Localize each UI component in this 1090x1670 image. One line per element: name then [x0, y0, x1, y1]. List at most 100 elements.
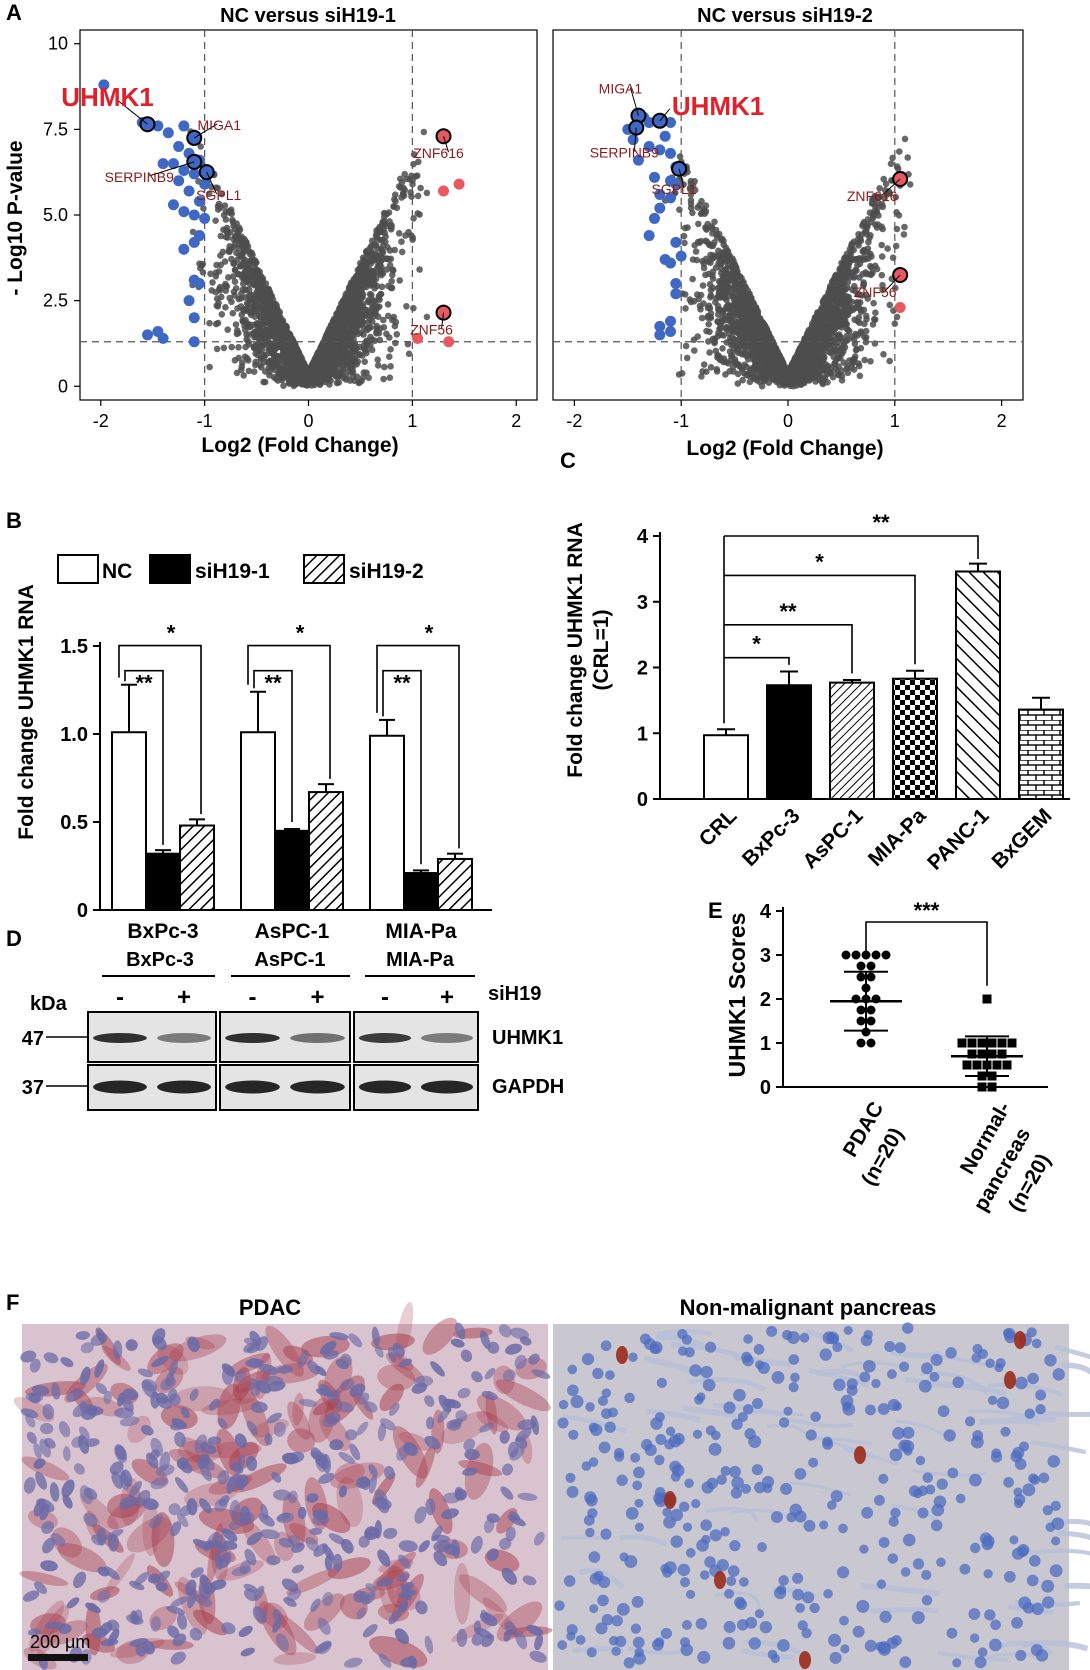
volcano-point: [387, 226, 395, 233]
volcano-point: [238, 311, 245, 319]
volcano-point: [217, 232, 225, 240]
volcano-point: [214, 303, 222, 310]
volcano-point: [361, 280, 368, 287]
volcano-point: [711, 335, 719, 342]
volcano-point: [297, 362, 304, 370]
volcano-point: [234, 305, 241, 312]
volcano-point: [252, 358, 259, 366]
volcano-point: [357, 329, 365, 337]
volcano-point: [303, 366, 311, 373]
volcano-point: [728, 352, 735, 360]
volcano-point: [682, 305, 689, 312]
volcano-point: [272, 300, 279, 308]
volcano-point: [374, 303, 381, 311]
volcano-point: [692, 248, 700, 255]
volcano-point: [878, 271, 886, 279]
volcano-point: [408, 193, 415, 200]
volcano-point: [351, 283, 359, 290]
volcano-point: [235, 354, 242, 362]
volcano-point: [374, 356, 382, 364]
volcano-point: [297, 354, 304, 362]
volcano-point: [218, 293, 225, 301]
volcano-point: [239, 250, 246, 258]
volcano-point: [355, 299, 363, 306]
volcano-point: [691, 347, 698, 354]
volcano-point: [855, 242, 862, 249]
volcano-point: [414, 192, 422, 200]
volcano-point: [862, 227, 869, 235]
x-tick-label: -1: [197, 411, 213, 431]
volcano-point: [393, 331, 401, 338]
volcano-point: [423, 189, 431, 197]
volcano-point: [386, 218, 393, 225]
volcano-point: [335, 379, 343, 386]
volcano-point: [279, 339, 287, 346]
x-tick-label: 0: [303, 411, 313, 431]
volcano-point: [738, 351, 746, 358]
volcano-point: [258, 285, 265, 293]
volcano-point: [719, 345, 726, 352]
volcano-point: [219, 248, 227, 256]
volcano-point: [706, 349, 713, 356]
volcano-point: [375, 261, 382, 268]
volcano-point: [386, 261, 394, 269]
volcano-point: [336, 323, 343, 331]
downregulated-point: [162, 127, 174, 139]
volcano-point: [724, 286, 732, 294]
volcano-point: [414, 210, 422, 217]
volcano-point: [417, 184, 424, 192]
volcano-point: [739, 376, 746, 384]
volcano-point: [222, 304, 229, 311]
volcano-point: [816, 369, 824, 376]
volcano-point: [405, 350, 413, 358]
volcano-point: [273, 361, 280, 369]
volcano-point: [314, 372, 321, 380]
volcano-point: [229, 216, 236, 224]
volcano-point: [700, 264, 708, 272]
volcano-point: [290, 358, 298, 366]
volcano-point: [386, 334, 393, 341]
volcano-point: [844, 326, 852, 334]
volcano-point: [866, 209, 874, 216]
volcano-point: [901, 223, 908, 231]
volcano-point: [384, 301, 392, 308]
volcano-point: [330, 341, 338, 349]
volcano-point: [404, 340, 412, 348]
volcano-point: [856, 372, 864, 380]
volcano-point: [207, 270, 214, 278]
volcano-point: [214, 184, 221, 192]
volcano-point: [363, 369, 370, 377]
downregulated-point: [188, 168, 200, 180]
downregulated-point: [142, 329, 154, 341]
volcano-point: [221, 258, 229, 265]
x-tick-label: 2: [511, 411, 521, 431]
volcano-point: [707, 292, 715, 299]
volcano-point: [337, 329, 344, 337]
volcano-point: [352, 319, 360, 327]
volcano-point: [397, 175, 404, 183]
volcano-point: [267, 357, 275, 365]
volcano-point: [410, 304, 417, 312]
volcano-point: [351, 277, 358, 284]
volcano-point: [861, 356, 868, 364]
volcano-point: [379, 270, 387, 277]
volcano-point: [339, 365, 347, 373]
volcano-point: [382, 238, 389, 246]
volcano-point: [878, 253, 886, 260]
volcano-point: [253, 295, 260, 303]
volcano-point: [259, 325, 267, 332]
volcano-point: [245, 367, 253, 375]
volcano-point: [352, 348, 359, 356]
volcano-point: [880, 175, 887, 183]
volcano-point: [330, 315, 338, 323]
volcano-point: [381, 363, 388, 371]
volcano-point: [339, 347, 346, 355]
volcano-point: [375, 294, 382, 302]
volcano-point: [360, 345, 368, 352]
volcano-plot-2: NC versus siH19-2 UHMK1MIGA1SERPINB9SGPL…: [552, 5, 1024, 460]
volcano-point: [269, 333, 276, 340]
volcano-point: [387, 363, 394, 370]
volcano-point: [386, 353, 393, 361]
volcano-point: [212, 217, 219, 224]
volcano-point: [374, 362, 382, 369]
